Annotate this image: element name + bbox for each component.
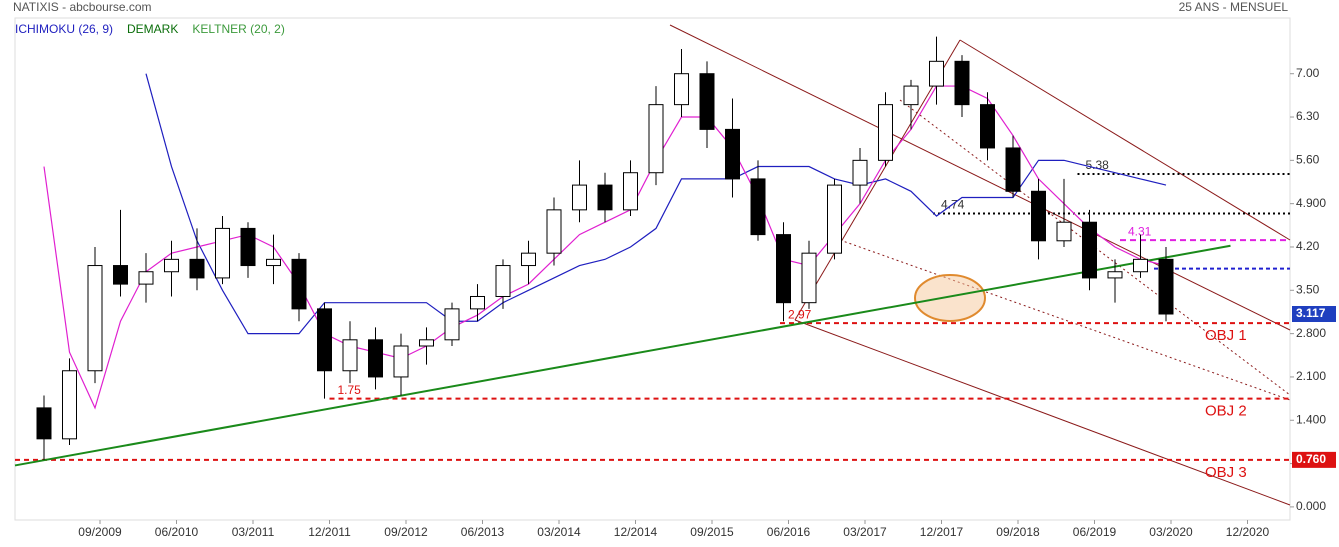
candle-body [495,265,511,297]
level-label: 1.75 [338,383,362,397]
candle-body [648,104,664,174]
candle-body [750,178,766,236]
y-tick-label: 2.100 [1296,369,1326,383]
objective-label: OBJ 2 [1205,403,1247,420]
chart-subtitle: 25 ANS - MENSUEL [1179,0,1289,14]
y-tick-label: 4.20 [1296,239,1320,253]
candle-body [1031,190,1046,242]
candle-body [342,339,358,372]
legend-entry: ICHIMOKU (26, 9) [15,22,113,36]
candle-body [291,258,307,310]
x-tick-label: 09/2018 [996,525,1040,539]
candle-body [1158,258,1174,315]
candle-body [674,73,689,106]
candle-body [878,104,893,161]
objective-label: OBJ 3 [1205,464,1247,481]
last-price-box [1292,306,1336,323]
objective-label: OBJ 1 [1205,327,1247,344]
candle-body [1056,221,1072,242]
y-tick-label: 3.50 [1296,282,1320,296]
legend-entry: DEMARK [127,22,178,36]
x-tick-label: 09/2015 [690,525,734,539]
candle-body [776,234,791,304]
candle-body [954,60,970,106]
x-tick-label: 09/2009 [78,525,122,539]
candle-body [546,209,562,254]
price-box-label: 0.760 [1296,452,1326,466]
x-tick-label: 03/2020 [1149,525,1193,539]
channel-lines [669,24,1291,506]
candle-body [113,265,128,285]
x-tick-label: 03/2014 [537,525,581,539]
candle-body [62,370,77,440]
candle-body [929,60,944,87]
candle-body [215,227,230,279]
x-tick-label: 03/2011 [232,525,275,539]
y-tick-label: 7.00 [1296,66,1320,80]
y-tick-label: 0.000 [1296,499,1326,513]
candle-body [801,252,817,304]
y-tick-label: 1.400 [1296,412,1326,426]
last-price-label: 3.117 [1296,306,1326,320]
candle-body [470,295,485,310]
candle-body [1107,271,1123,279]
candle-body [393,345,409,378]
x-tick-label: 06/2010 [155,525,199,539]
x-tick-label: 06/2013 [461,525,505,539]
candle-body [317,308,332,372]
candle-body [852,159,868,186]
level-label: 4.31 [1128,224,1152,238]
candle-body [572,184,587,211]
x-tick-label: 12/2014 [614,525,658,539]
candle-body [623,172,638,211]
candle-body [903,85,919,106]
x-tick-label: 12/2020 [1226,525,1270,539]
candle-body [521,252,536,267]
candle-body [164,258,179,273]
candle-body [699,73,715,130]
level-label: 2.97 [788,307,812,321]
candle-body [368,339,383,378]
level-label: 5.38 [1086,158,1110,172]
candle-body [725,128,740,180]
chart-title: NATIXIS - abcbourse.com [13,0,152,14]
candle-body [240,227,256,267]
x-tick-label: 09/2012 [384,525,428,539]
candle-body [1082,221,1097,279]
highlight-ellipse [914,274,986,322]
y-tick-label: 5.60 [1296,153,1320,167]
candle-body [1005,147,1021,192]
candle-body [444,308,460,341]
indicator-line [145,73,1167,335]
candle-body [1133,258,1148,273]
y-tick-label: 2.800 [1296,326,1326,340]
candle-body [980,104,995,149]
x-tick-label: 03/2017 [843,525,887,539]
candle-body [36,407,52,440]
price-box [1292,451,1336,468]
y-tick-label: 4.900 [1296,196,1326,210]
x-tick-label: 12/2011 [308,525,351,539]
candle-body [597,184,613,211]
candle-body [266,258,281,267]
candle-body [138,271,154,285]
candle-body [189,258,205,279]
y-tick-label: 6.30 [1296,109,1320,123]
candle-body [87,265,103,372]
x-tick-label: 06/2016 [767,525,811,539]
x-tick-label: 12/2017 [920,525,964,539]
legend-entry: KELTNER (20, 2) [192,22,284,36]
candle-body [419,339,434,347]
trendline [14,244,1231,467]
x-tick-label: 06/2019 [1073,525,1117,539]
candle-body [827,184,842,254]
